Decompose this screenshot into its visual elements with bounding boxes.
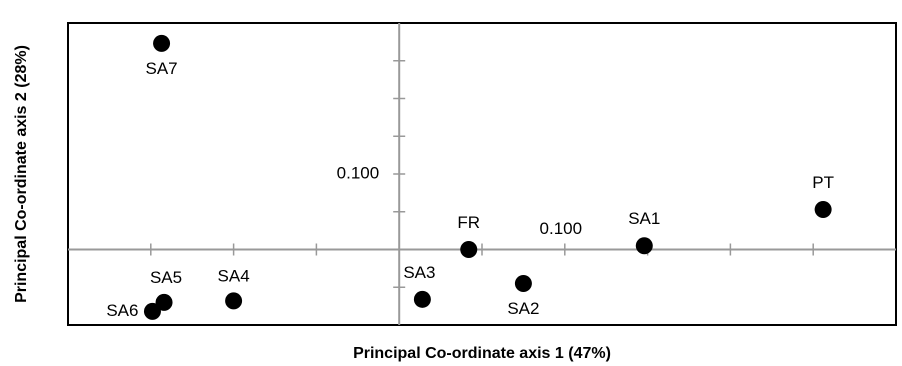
- x-axis-title: Principal Co-ordinate axis 1 (47%): [353, 345, 611, 362]
- point: [153, 34, 171, 52]
- point-label: SA1: [628, 209, 660, 228]
- point: [635, 237, 653, 255]
- point: [460, 241, 478, 258]
- point-label: SA3: [403, 263, 435, 282]
- point-label: SA2: [507, 299, 539, 318]
- plot-frame: [67, 22, 897, 326]
- point-label: SA5: [150, 268, 182, 287]
- point: [143, 302, 161, 320]
- point: [155, 293, 173, 311]
- point-label: FR: [457, 213, 480, 232]
- y-tick-label: 0.100: [337, 163, 380, 182]
- point: [413, 290, 431, 308]
- point: [514, 274, 532, 292]
- point-label: PT: [812, 173, 834, 192]
- point: [814, 200, 832, 218]
- point-label: SA4: [218, 266, 250, 285]
- point: [225, 292, 243, 310]
- point-label: SA7: [145, 59, 177, 78]
- point-label: SA6: [106, 301, 138, 320]
- y-axis-title: Principal Co-ordinate axis 2 (28%): [13, 45, 30, 303]
- x-tick-label: 0.100: [540, 219, 583, 238]
